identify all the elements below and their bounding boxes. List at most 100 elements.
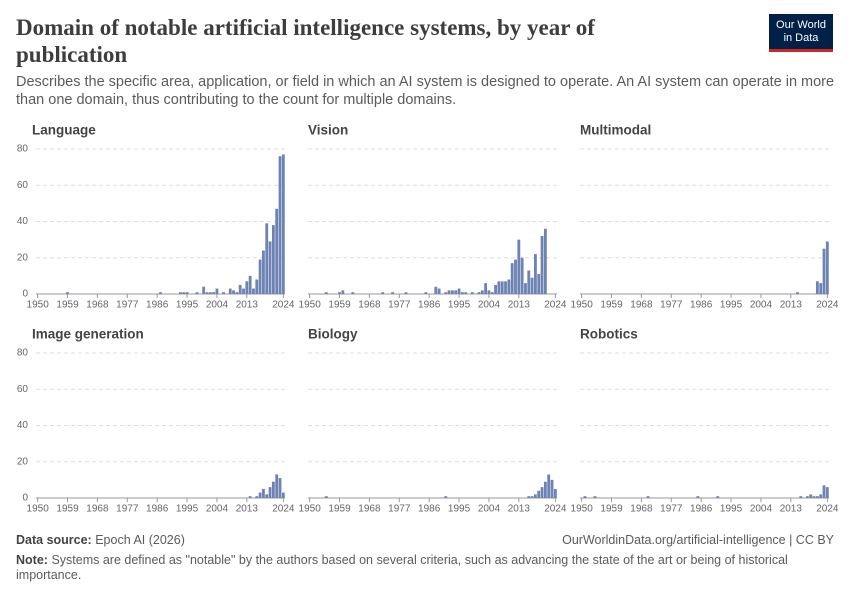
logo-line: in Data xyxy=(783,32,819,44)
bar xyxy=(258,492,262,498)
bar xyxy=(245,281,249,294)
bar xyxy=(530,277,534,294)
bar xyxy=(262,250,265,294)
x-tick-label: 2004 xyxy=(478,300,501,311)
bar xyxy=(812,496,816,498)
charts: Language 0 20 40 60 80 1950 1959 1968 1977 1986 199… xyxy=(17,123,839,515)
x-tick-label: 2024 xyxy=(272,300,295,311)
x-tick-label: 1968 xyxy=(630,504,653,515)
bar xyxy=(646,496,650,498)
x-tick-label: 1977 xyxy=(660,504,683,515)
x-tick-label: 1977 xyxy=(660,300,683,311)
bar xyxy=(527,496,531,498)
x-tick-label: 1986 xyxy=(418,504,441,515)
x-tick-label: 2004 xyxy=(750,504,773,515)
bar xyxy=(447,290,451,294)
bar xyxy=(255,279,259,294)
bar xyxy=(404,292,408,294)
bar xyxy=(480,290,484,294)
x-tick-label: 1995 xyxy=(448,300,471,311)
bar xyxy=(324,292,328,294)
bar xyxy=(543,228,547,294)
bar xyxy=(547,474,551,498)
bar xyxy=(819,283,823,294)
x-tick-label: 1959 xyxy=(328,300,351,311)
bar xyxy=(696,496,700,498)
x-tick-label: 1959 xyxy=(56,300,79,311)
bar xyxy=(185,292,189,294)
bar xyxy=(182,292,186,294)
bar xyxy=(281,492,285,498)
x-tick-label: 1950 xyxy=(299,504,322,515)
logo-line: Our World xyxy=(776,19,826,31)
x-tick-label: 2004 xyxy=(478,504,501,515)
subtitle: Describes the specific area, application… xyxy=(16,74,835,108)
panel-title: Language xyxy=(32,123,96,138)
x-tick-label: 1986 xyxy=(690,300,713,311)
bar xyxy=(490,292,494,294)
panel-title: Biology xyxy=(308,327,358,342)
bar xyxy=(262,488,265,498)
bar xyxy=(716,496,720,498)
bar xyxy=(487,290,491,294)
x-tick-label: 1977 xyxy=(388,300,411,311)
x-tick-label: 1968 xyxy=(86,504,109,515)
x-tick-label: 1986 xyxy=(690,504,713,515)
bar xyxy=(464,292,468,294)
bar xyxy=(796,292,799,294)
bar xyxy=(583,496,587,498)
bar xyxy=(205,292,209,294)
panel-title: Vision xyxy=(308,123,348,138)
x-tick-label: 2004 xyxy=(750,300,773,311)
bar xyxy=(265,494,269,498)
bar xyxy=(391,292,395,294)
bar xyxy=(815,281,819,294)
bar xyxy=(195,292,199,294)
bar xyxy=(232,290,235,294)
x-tick-label: 1977 xyxy=(116,300,139,311)
x-tick-label: 2024 xyxy=(544,300,567,311)
url[interactable]: OurWorldinData.org/artificial-intelligen… xyxy=(562,533,834,547)
x-tick-label: 2013 xyxy=(508,504,531,515)
bar xyxy=(504,281,507,294)
bar xyxy=(242,288,245,294)
x-tick-label: 2024 xyxy=(816,300,839,311)
source-text[interactable]: Epoch AI (2026) xyxy=(95,533,185,547)
bar xyxy=(281,154,285,294)
bar xyxy=(470,292,474,294)
bar xyxy=(235,292,239,294)
y-tick-label: 20 xyxy=(17,252,29,263)
bar xyxy=(507,279,511,294)
x-tick-label: 1959 xyxy=(600,504,623,515)
y-tick-label: 80 xyxy=(17,144,29,155)
bar xyxy=(510,263,514,294)
bar xyxy=(66,292,69,294)
x-tick-label: 1986 xyxy=(146,504,169,515)
x-tick-label: 1986 xyxy=(146,300,169,311)
bar xyxy=(815,496,819,498)
x-tick-label: 1986 xyxy=(418,300,441,311)
bar xyxy=(275,208,279,294)
x-tick-label: 1950 xyxy=(27,504,50,515)
y-tick-label: 20 xyxy=(17,456,29,467)
bar xyxy=(434,286,438,294)
bar xyxy=(460,292,464,294)
bar xyxy=(530,496,534,498)
x-tick-label: 1968 xyxy=(358,300,381,311)
bar xyxy=(822,485,826,498)
bar xyxy=(265,223,269,294)
x-tick-label: 1950 xyxy=(299,300,322,311)
x-tick-label: 2024 xyxy=(272,504,295,515)
bar xyxy=(484,283,488,294)
bar xyxy=(271,225,275,294)
x-tick-label: 2013 xyxy=(508,300,531,311)
x-tick-label: 1950 xyxy=(571,504,594,515)
y-tick-label: 40 xyxy=(17,420,29,431)
bar xyxy=(228,288,232,294)
bar xyxy=(341,290,345,294)
bar xyxy=(806,496,809,498)
x-tick-label: 1995 xyxy=(720,300,743,311)
logo[interactable]: Our World in Data xyxy=(769,14,833,52)
x-tick-label: 1959 xyxy=(600,300,623,311)
bar xyxy=(252,288,255,294)
